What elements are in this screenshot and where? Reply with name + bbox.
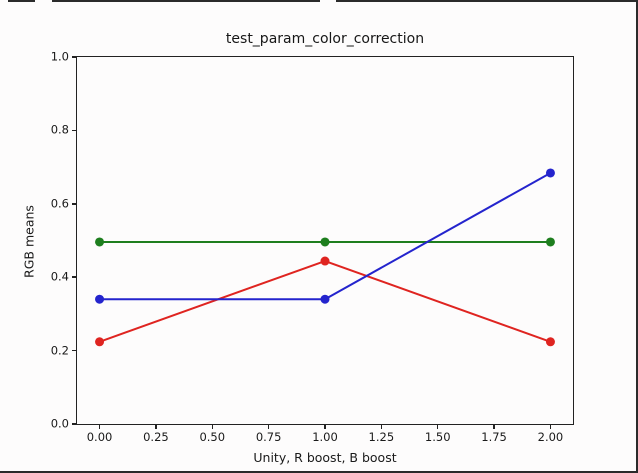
x-tick-mark <box>267 425 270 429</box>
x-tick-mark <box>436 425 439 429</box>
y-tick-label: 0.0 <box>50 416 69 431</box>
x-tick-mark <box>211 425 214 429</box>
x-tick-label: 0.75 <box>255 430 282 444</box>
y-tick-mark <box>72 423 76 425</box>
x-tick-label: 1.50 <box>424 430 451 444</box>
marker-green <box>545 237 555 247</box>
y-tick-label: 1.0 <box>50 49 69 64</box>
y-tick-label: 0.8 <box>50 122 69 137</box>
x-tick-label: 1.25 <box>368 430 395 444</box>
y-tick-label: 0.2 <box>50 342 69 357</box>
y-tick-mark <box>72 203 76 205</box>
marker-green <box>320 237 330 247</box>
series-line-blue <box>99 172 551 301</box>
x-tick-mark <box>493 425 495 429</box>
x-axis-label: Unity, R boost, B boost <box>253 450 397 465</box>
x-tick-label: 0.00 <box>86 430 113 444</box>
y-tick-mark <box>72 276 76 278</box>
frame-edge-bottom <box>0 471 638 473</box>
marker-blue <box>320 294 330 304</box>
x-tick-mark <box>324 425 326 429</box>
x-tick-mark <box>380 425 383 429</box>
plot-area <box>76 56 574 425</box>
marker-green <box>95 237 105 247</box>
y-tick-label: 0.4 <box>50 269 69 284</box>
x-tick-mark <box>549 425 552 429</box>
y-tick-label: 0.6 <box>50 196 69 211</box>
x-tick-label: 2.00 <box>537 430 564 444</box>
y-tick-mark <box>72 56 76 58</box>
x-tick-label: 0.50 <box>199 430 226 444</box>
marker-blue <box>545 168 555 178</box>
x-tick-label: 1.00 <box>312 430 338 444</box>
x-tick-label: 0.25 <box>143 430 169 444</box>
marker-blue <box>95 294 105 304</box>
marker-red <box>545 337 555 347</box>
y-tick-mark <box>72 349 76 352</box>
marker-red <box>95 337 105 347</box>
x-tick-mark <box>98 425 101 429</box>
chart-title: test_param_color_correction <box>225 31 425 47</box>
x-tick-mark <box>155 425 157 429</box>
x-tick-label: 1.75 <box>481 430 507 444</box>
marker-red <box>320 256 330 266</box>
frame-edge-right <box>636 0 638 473</box>
plot-canvas <box>95 168 555 347</box>
frame-edge-top <box>8 0 638 2</box>
y-tick-mark <box>72 129 76 132</box>
